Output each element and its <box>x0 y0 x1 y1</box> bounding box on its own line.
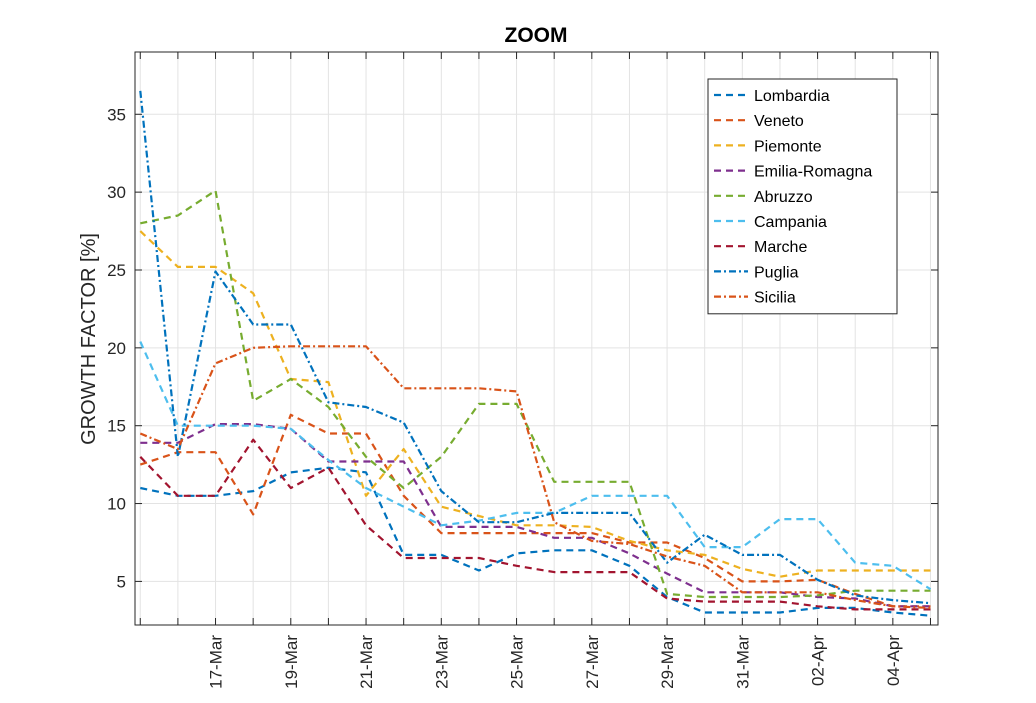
y-tick-label: 35 <box>107 105 126 124</box>
x-tick-label: 25-Mar <box>508 635 527 689</box>
chart-title: ZOOM <box>505 24 568 47</box>
y-tick-label: 10 <box>107 495 126 514</box>
x-tick-label: 27-Mar <box>583 635 602 689</box>
legend-entry: Emilia-Romagna <box>754 164 872 181</box>
series-line-puglia <box>139 90 931 605</box>
legend-entry: Sicilia <box>754 290 796 307</box>
series-line-campania <box>139 341 932 591</box>
legend-entry: Piemonte <box>754 138 822 155</box>
grid <box>135 52 938 625</box>
x-tick-label: 04-Apr <box>884 635 903 686</box>
series-line-lombardia <box>140 466 931 617</box>
x-tick-label: 21-Mar <box>357 635 376 689</box>
x-tick-label: 19-Mar <box>282 635 301 689</box>
legend-entry: Abruzzo <box>754 189 813 206</box>
x-tick-label: 02-Apr <box>809 635 828 686</box>
y-axis-label: GROWTH FACTOR [%] <box>78 233 100 445</box>
legend-entry: Lombardia <box>754 88 830 105</box>
legend-entry: Marche <box>754 239 807 256</box>
y-tick-label: 25 <box>107 261 126 280</box>
legend-entry: Veneto <box>754 113 804 130</box>
series-line-sicilia <box>139 345 931 609</box>
legend-entry: Campania <box>754 214 827 231</box>
legend: Lombardia Veneto Piemonte Emilia-Romagna Abr… <box>707 78 898 315</box>
series-line-abruzzo <box>140 189 931 599</box>
legend-entry: Puglia <box>754 264 799 281</box>
x-tick-label: 31-Mar <box>733 635 752 689</box>
axes: 5 10 15 20 25 30 35 17-Mar 19-Mar 21-Mar 23-Mar 25-… <box>107 51 939 689</box>
y-tick-label: 5 <box>117 572 126 591</box>
x-tick-label: 29-Mar <box>658 635 677 689</box>
series-line-piemonte <box>139 230 931 578</box>
x-tick-label: 23-Mar <box>432 635 451 689</box>
y-tick-label: 15 <box>107 417 126 436</box>
axes-box <box>134 51 939 626</box>
x-tick-label: 17-Mar <box>207 635 226 689</box>
series-lines <box>139 90 932 617</box>
y-tick-label: 30 <box>107 183 126 202</box>
y-tick-label: 20 <box>107 339 126 358</box>
